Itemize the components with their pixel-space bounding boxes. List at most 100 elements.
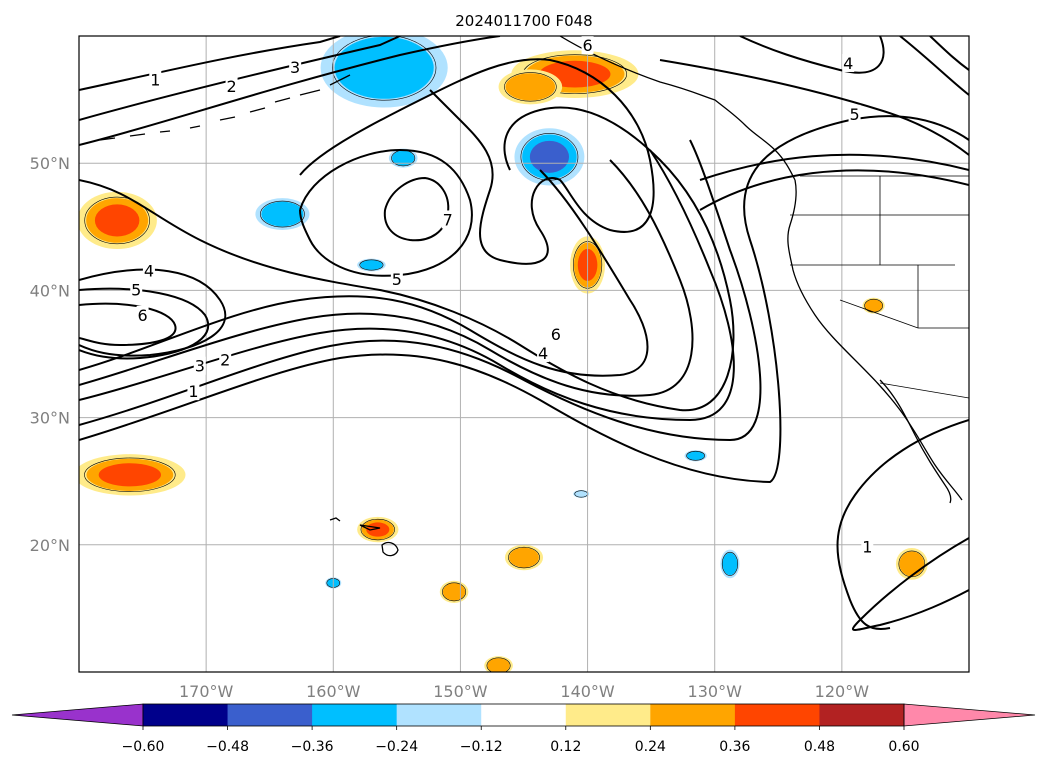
contour-line-outer [79, 115, 969, 484]
anomaly-level [366, 522, 390, 537]
contour-label-bg [549, 324, 562, 343]
colorbar-segment [227, 704, 313, 726]
lat-tick-label: 20°N [30, 536, 70, 555]
anomaly-outline [260, 200, 305, 228]
anomaly-patch [862, 297, 885, 314]
lat-tick-label: 50°N [30, 154, 70, 173]
contour-line-pacific-low-2 [836, 419, 969, 630]
contour-label-bg [193, 356, 206, 375]
colorbar-tick-label: 0.24 [635, 739, 666, 755]
baja-peninsula [879, 379, 952, 504]
contour-label: 2 [220, 350, 230, 369]
contour-line-trough-2 [79, 159, 694, 397]
contour-label-bg [142, 261, 155, 280]
anomaly-level [864, 299, 883, 312]
anomaly-patch [484, 656, 513, 672]
contour-line-ne-arc [899, 36, 969, 96]
colorbar-tick-label: 0.12 [550, 739, 581, 755]
gridlines [79, 36, 969, 672]
map-background [79, 36, 969, 672]
anomaly-level [509, 547, 539, 568]
contour-lines [79, 36, 969, 631]
contour-line-ridge-loop [739, 36, 885, 74]
anomaly-level [392, 150, 415, 166]
anomaly-patch [573, 489, 590, 498]
colorbar-segment [565, 704, 651, 726]
colorbar-frame [142, 703, 905, 727]
contour-line-nw-arc [929, 36, 969, 71]
colorbar-tick-label: −0.12 [460, 739, 503, 755]
contour-line-north-east-2 [699, 153, 969, 181]
anomaly-level [360, 259, 383, 270]
colorbar-segment [143, 704, 229, 726]
contour-label-bg [861, 537, 874, 556]
contour-line-trough-4 [79, 139, 762, 442]
colorbar-tick-label: −0.48 [206, 739, 249, 755]
contour-label: 1 [150, 71, 160, 90]
lon-tick-label: 160°W [306, 682, 361, 701]
contour-label: 4 [144, 261, 154, 280]
contour-label-bg [390, 270, 403, 289]
anomaly-outline [721, 551, 739, 576]
contour-label-bg [136, 305, 149, 324]
anomaly-level [261, 201, 304, 227]
anomaly-patch [357, 516, 399, 543]
figure-title: 2024011700 F048 [455, 12, 592, 30]
us-mexico-border [879, 382, 969, 399]
contour-label: 6 [582, 36, 592, 55]
lat-tick-label: 30°N [30, 409, 70, 428]
contour-label: 5 [392, 270, 402, 289]
lon-tick-label: 140°W [560, 682, 615, 701]
contour-line-2 [79, 36, 401, 121]
anomaly-outline [360, 518, 395, 541]
anomaly-level [487, 658, 510, 672]
colorbar: −0.60 −0.48 −0.36 −0.24 −0.12 0.12 0.24 0.36 0.4… [11, 703, 1036, 755]
anomaly-level [573, 489, 590, 498]
lon-tick-label: 130°W [688, 682, 743, 701]
anomaly-outline [686, 450, 706, 461]
contour-label: 3 [195, 357, 205, 376]
anomaly-patch [498, 69, 563, 105]
anomaly-level [529, 140, 570, 173]
contour-line-west-ridge [79, 106, 735, 412]
contour-label: 7 [443, 210, 453, 229]
anomaly-outline [84, 196, 150, 245]
contour-label: 3 [290, 58, 300, 77]
contour-label: 6 [137, 306, 147, 325]
aleutian-chain [99, 74, 351, 141]
map-area [79, 36, 969, 672]
contour-line-west-loop [79, 268, 227, 357]
anomaly-outline [359, 259, 384, 271]
anomaly-patch [684, 450, 707, 462]
colorbar-segment [734, 704, 820, 726]
state-borders [790, 176, 969, 329]
contour-label: 5 [849, 105, 859, 124]
north-america-coast [787, 179, 963, 501]
contour-label-bg [219, 350, 232, 369]
contour-label: 2 [226, 77, 236, 96]
contour-label-bg [537, 344, 550, 362]
contour-label: 1 [188, 382, 198, 401]
anomaly-layer [79, 36, 928, 672]
contour-label-bg [848, 104, 861, 123]
contour-line-trough-3 [79, 149, 735, 422]
hawaii-island-3 [329, 517, 341, 522]
anomaly-outline [508, 546, 540, 569]
colorbar-tick-label: 0.36 [719, 739, 750, 755]
anomaly-patch [79, 454, 186, 496]
contour-line-3 [79, 36, 501, 146]
colorbar-segment [650, 704, 736, 726]
contour-label: 4 [843, 54, 853, 73]
colorbar-tick-label: 0.48 [804, 739, 835, 755]
colorbar-tick-label: −0.60 [122, 739, 165, 755]
colorbar-segment [312, 704, 398, 726]
contour-line-central-high [299, 58, 655, 265]
contour-label-bg [441, 210, 454, 229]
colorbar-segment [396, 704, 482, 726]
contour-line-north-east-1 [659, 59, 969, 156]
contour-label-bg [187, 382, 200, 401]
colorbar-tick-label: −0.24 [375, 739, 418, 755]
colorbar-tick-label: −0.36 [291, 739, 334, 755]
